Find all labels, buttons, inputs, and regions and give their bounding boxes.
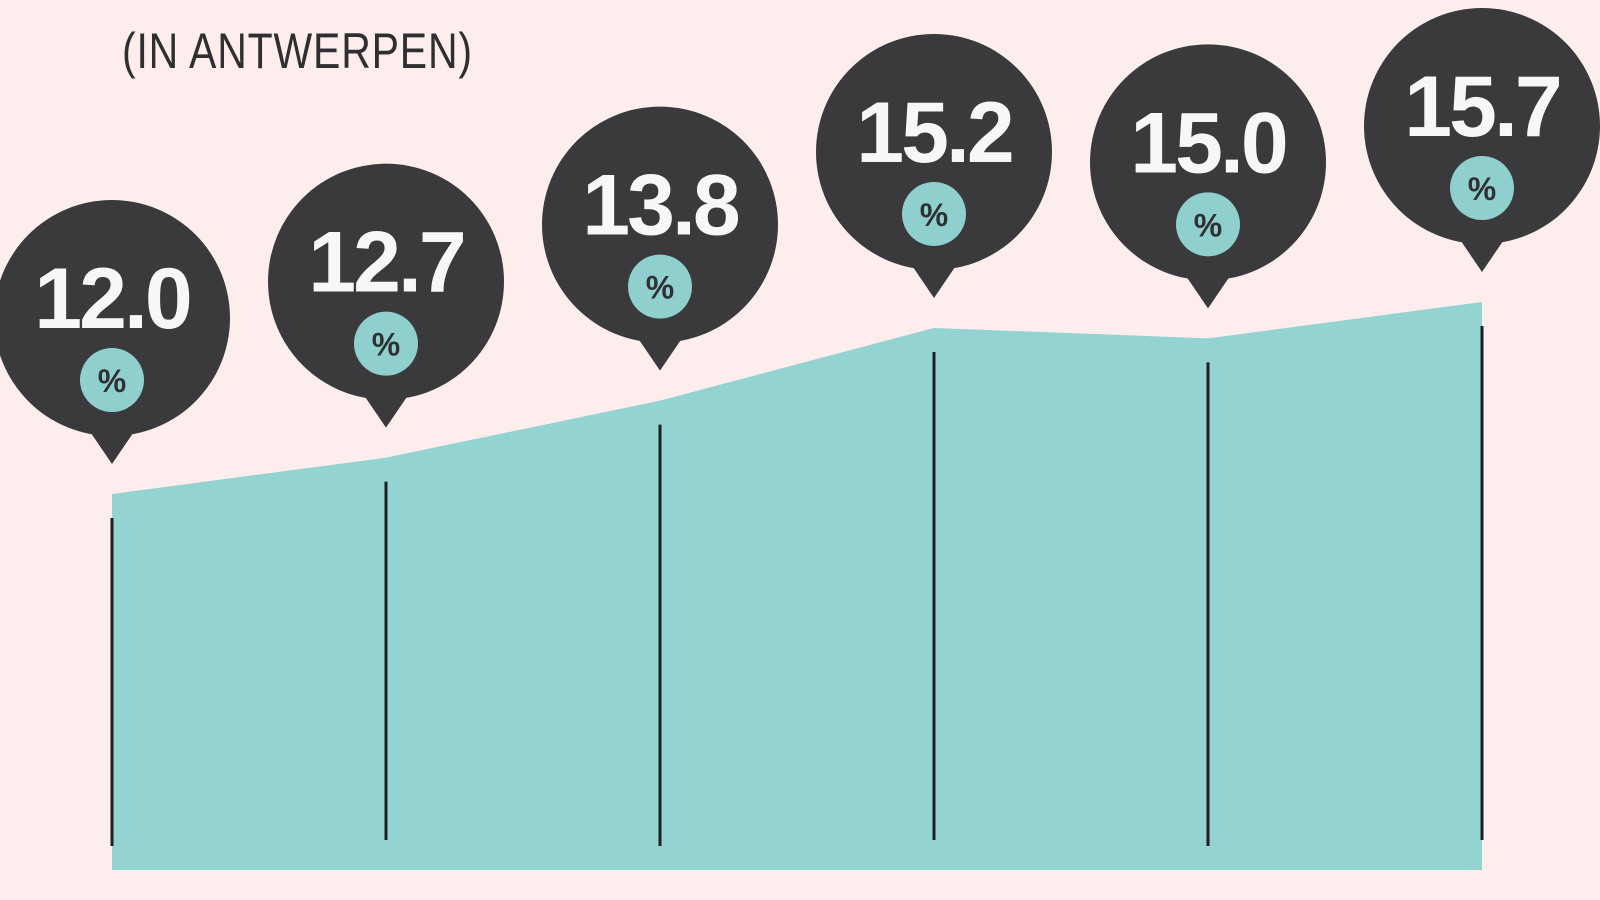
pin-circle bbox=[816, 33, 1052, 270]
value-pin: 12.7% bbox=[268, 163, 504, 428]
pin-circle bbox=[542, 106, 778, 343]
data-label: 12.7 bbox=[308, 215, 464, 311]
percent-label: % bbox=[646, 270, 674, 306]
chart-subtitle: (IN ANTWERPEN) bbox=[122, 23, 473, 79]
data-label: 13.8 bbox=[582, 158, 739, 254]
percent-badge bbox=[1176, 192, 1240, 257]
value-pin: 15.2% bbox=[816, 33, 1052, 298]
percent-label: % bbox=[98, 363, 126, 399]
percent-badge bbox=[80, 348, 144, 412]
data-label: 12.0 bbox=[34, 251, 190, 347]
percent-badge bbox=[354, 311, 418, 376]
pin-circle bbox=[1364, 8, 1600, 244]
percent-badge bbox=[1450, 156, 1514, 220]
value-pin: 12.0% bbox=[0, 200, 230, 464]
value-pin: 13.8% bbox=[542, 106, 778, 371]
percent-label: % bbox=[372, 327, 400, 363]
percent-badge bbox=[628, 254, 692, 319]
percent-badge bbox=[902, 181, 966, 246]
percent-label: % bbox=[1468, 171, 1496, 207]
pin-circle bbox=[1090, 44, 1326, 281]
percent-label: % bbox=[920, 197, 948, 233]
percent-label: % bbox=[1194, 207, 1222, 243]
data-label: 15.7 bbox=[1404, 59, 1560, 155]
value-pin: 15.7% bbox=[1364, 8, 1600, 272]
area-fill bbox=[112, 302, 1482, 870]
data-label: 15.0 bbox=[1130, 95, 1286, 191]
pin-circle bbox=[268, 163, 504, 400]
value-pin: 15.0% bbox=[1090, 44, 1326, 309]
pin-circle bbox=[0, 200, 230, 436]
data-label: 15.2 bbox=[856, 85, 1012, 181]
